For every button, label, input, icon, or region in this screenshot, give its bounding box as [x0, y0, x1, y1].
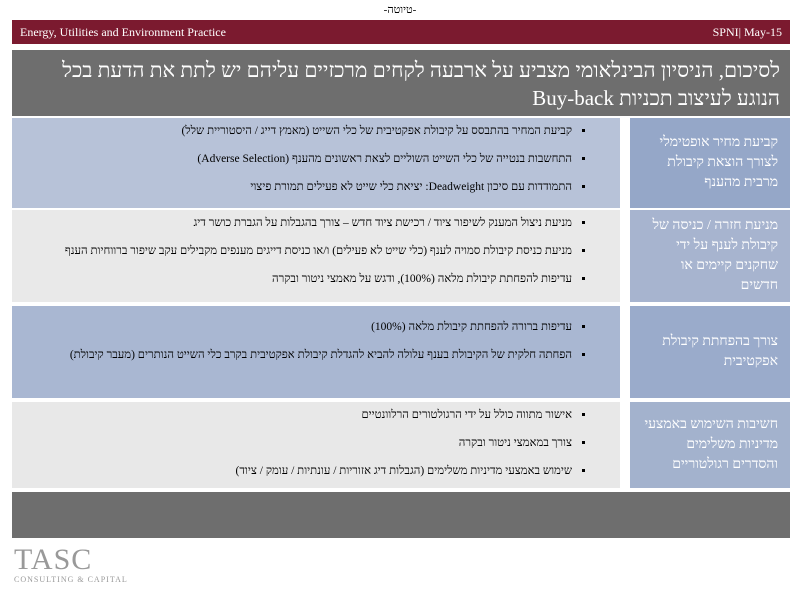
section-label: קביעת מחיר אופטימלי לצורך הוצאת קיבולת מ… — [630, 118, 790, 208]
section-body: אישור מתווה כולל על ידי הרגולטורים הרלוו… — [12, 402, 620, 488]
bullet: מניעת כניסת קיבולת סמויה לענף (כלי שייט … — [32, 244, 572, 258]
draft-mark: -טיוטה- — [383, 4, 417, 16]
section-body: עדיפות ברורה להפחתת קיבולת מלאה (100%) הפ… — [12, 306, 620, 398]
logo: TASC CONSULTING & CAPITAL — [14, 543, 128, 585]
footer-bar — [12, 492, 790, 538]
bullet: מניעת ניצול המענק לשיפור ציוד / רכישת צי… — [32, 216, 573, 230]
bullet: אישור מתווה כולל על ידי הרגולטורים הרלוו… — [32, 408, 572, 422]
label-text: חשיבות השימוש באמצעי מדיניות משלימים והס… — [644, 417, 778, 472]
section-label: מניעת חזרה / כניסה של קיבולת לענף על ידי… — [630, 210, 790, 302]
bullet: עדיפות ברורה להפחתת קיבולת מלאה (100%) — [32, 320, 572, 334]
logo-name: TASC — [14, 543, 93, 576]
title: לסיכום, הניסיון הבינלאומי מצביע על ארבעה… — [12, 50, 790, 116]
section-body: מניעת ניצול המענק לשיפור ציוד / רכישת צי… — [12, 210, 620, 302]
bullet: התמודדות עם סיכון Deadweight: יציאת כלי … — [32, 180, 572, 194]
label-text: קביעת מחיר אופטימלי לצורך הוצאת קיבולת מ… — [659, 135, 778, 190]
label-text: צורך בהפחתת קיבולת אפקטיבית — [662, 334, 778, 369]
bullet: התחשבות בנטייה של כלי השייט השוליים לצאת… — [32, 152, 572, 166]
date: SPNI| May-15 — [712, 25, 782, 39]
bullet: עדיפות להפחתת קיבולת מלאה (100%), ודגש ע… — [32, 272, 572, 286]
label-text: מניעת חזרה / כניסה של קיבולת לענף על ידי… — [652, 218, 778, 293]
bullet: שימוש באמצעי מדיניות משלימים (הגבלות דיג… — [32, 464, 572, 478]
bullet-list: קביעת המחיר בהתבסס על קיבולת אפקטיבית של… — [32, 124, 590, 194]
section-label: צורך בהפחתת קיבולת אפקטיבית — [630, 306, 790, 398]
bullet: קביעת המחיר בהתבסס על קיבולת אפקטיבית של… — [32, 124, 572, 138]
bullet: צורך במאמצי ניטור ובקרה — [32, 436, 572, 450]
bullet-list: מניעת ניצול המענק לשיפור ציוד / רכישת צי… — [32, 216, 590, 286]
section-body: קביעת המחיר בהתבסס על קיבולת אפקטיבית של… — [12, 118, 620, 208]
section-label: חשיבות השימוש באמצעי מדיניות משלימים והס… — [630, 402, 790, 488]
bullet: הפחתה חלקית של הקיבולת בענף עלולה להביא … — [32, 348, 572, 362]
bullet-list: אישור מתווה כולל על ידי הרגולטורים הרלוו… — [32, 408, 590, 478]
header-bar: Energy, Utilities and Environment Practi… — [12, 20, 790, 44]
practice: Energy, Utilities and Environment Practi… — [20, 25, 226, 39]
logo-tagline: CONSULTING & CAPITAL — [14, 575, 128, 584]
bullet-list: עדיפות ברורה להפחתת קיבולת מלאה (100%) הפ… — [32, 320, 590, 362]
